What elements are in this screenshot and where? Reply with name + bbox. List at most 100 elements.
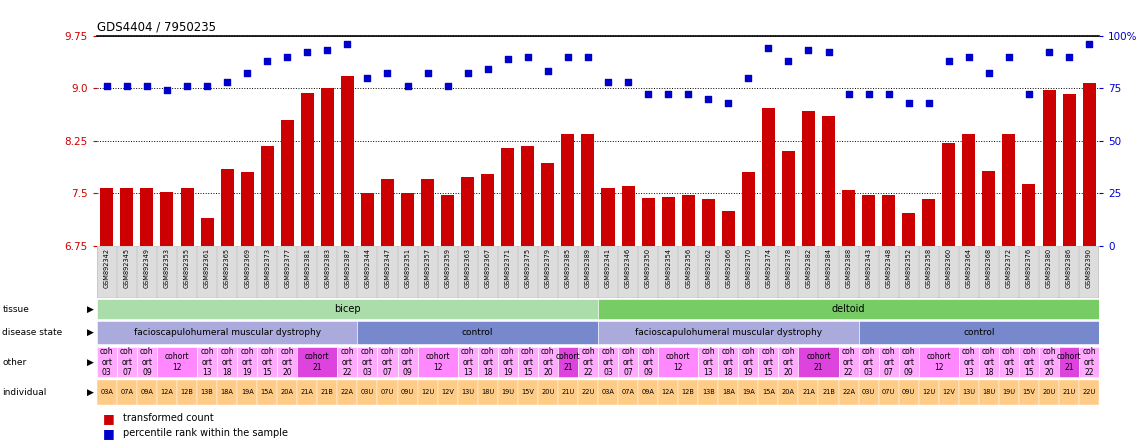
Text: 07U: 07U xyxy=(380,389,394,396)
Point xyxy=(659,91,678,98)
Point xyxy=(117,83,136,90)
Bar xyxy=(277,380,297,405)
Bar xyxy=(598,347,618,377)
Text: 09A: 09A xyxy=(641,389,655,396)
Point xyxy=(879,91,898,98)
Text: GSM892348: GSM892348 xyxy=(886,248,892,288)
Text: 21B: 21B xyxy=(822,389,835,396)
Point xyxy=(439,83,457,90)
Text: 19A: 19A xyxy=(240,389,254,396)
Text: GSM892364: GSM892364 xyxy=(966,248,972,288)
Bar xyxy=(117,380,137,405)
Text: GSM892378: GSM892378 xyxy=(786,248,792,288)
Bar xyxy=(157,347,197,377)
Bar xyxy=(598,321,859,345)
Text: coh
ort
15: coh ort 15 xyxy=(1022,347,1035,377)
Bar xyxy=(441,195,454,246)
Point xyxy=(198,83,216,90)
Text: cohort
21: cohort 21 xyxy=(806,353,830,372)
Text: 03U: 03U xyxy=(862,389,875,396)
Point xyxy=(158,87,177,94)
Bar xyxy=(257,347,277,377)
Bar xyxy=(978,380,999,405)
Point xyxy=(298,49,317,56)
Bar xyxy=(297,380,318,405)
Text: GSM892381: GSM892381 xyxy=(304,248,310,288)
Bar xyxy=(759,347,778,377)
Point xyxy=(378,70,396,77)
Text: cohort
12: cohort 12 xyxy=(666,353,690,372)
Text: coh
ort
13: coh ort 13 xyxy=(962,347,976,377)
Bar xyxy=(137,380,157,405)
Text: coh
ort
18: coh ort 18 xyxy=(982,347,995,377)
Text: individual: individual xyxy=(2,388,47,397)
Point xyxy=(579,53,597,60)
Bar xyxy=(1059,347,1079,377)
Bar xyxy=(518,347,538,377)
Text: 12A: 12A xyxy=(161,389,173,396)
Bar xyxy=(719,380,738,405)
Point xyxy=(819,49,837,56)
Bar xyxy=(778,347,798,377)
Bar xyxy=(157,380,177,405)
Bar xyxy=(418,380,437,405)
Text: GSM892369: GSM892369 xyxy=(244,248,251,288)
Bar xyxy=(658,347,698,377)
Bar xyxy=(641,198,655,246)
Point xyxy=(559,53,577,60)
Bar xyxy=(337,347,358,377)
Point xyxy=(1080,40,1098,48)
Bar xyxy=(361,194,374,246)
Text: 13U: 13U xyxy=(461,389,474,396)
Text: coh
ort
20: coh ort 20 xyxy=(541,347,555,377)
Text: percentile rank within the sample: percentile rank within the sample xyxy=(123,428,288,438)
Text: 21U: 21U xyxy=(1063,389,1075,396)
Bar xyxy=(538,380,558,405)
Bar xyxy=(638,380,658,405)
Text: 09U: 09U xyxy=(401,389,415,396)
Text: GSM892341: GSM892341 xyxy=(605,248,611,288)
Bar xyxy=(1002,134,1016,246)
Bar xyxy=(842,190,855,246)
Text: coh
ort
20: coh ort 20 xyxy=(781,347,795,377)
Text: 09U: 09U xyxy=(902,389,916,396)
Text: 21A: 21A xyxy=(802,389,814,396)
Point xyxy=(278,53,296,60)
Text: GSM892380: GSM892380 xyxy=(1046,248,1052,288)
Text: GSM892361: GSM892361 xyxy=(204,248,210,288)
Point xyxy=(1000,53,1018,60)
Text: 13B: 13B xyxy=(200,389,213,396)
Text: coh
ort
18: coh ort 18 xyxy=(721,347,735,377)
Text: GSM892387: GSM892387 xyxy=(344,248,351,288)
Bar xyxy=(942,143,956,246)
Bar xyxy=(121,188,133,246)
Text: GSM892344: GSM892344 xyxy=(364,248,370,288)
Text: GSM892357: GSM892357 xyxy=(425,248,431,288)
Bar xyxy=(1042,90,1056,246)
Point xyxy=(760,44,778,52)
Text: coh
ort
07: coh ort 07 xyxy=(621,347,634,377)
Bar xyxy=(1079,347,1099,377)
Text: transformed count: transformed count xyxy=(123,413,214,423)
Bar xyxy=(358,347,377,377)
Bar xyxy=(180,188,194,246)
Text: coh
ort
03: coh ort 03 xyxy=(601,347,615,377)
Bar xyxy=(321,88,334,246)
Text: disease state: disease state xyxy=(2,328,63,337)
Bar xyxy=(401,194,415,246)
Text: 20U: 20U xyxy=(1042,389,1056,396)
Point xyxy=(499,55,517,62)
Text: coh
ort
19: coh ort 19 xyxy=(741,347,755,377)
Text: coh
ort
03: coh ort 03 xyxy=(862,347,876,377)
Bar xyxy=(558,347,577,377)
Bar xyxy=(398,380,418,405)
Bar xyxy=(458,347,477,377)
Text: 22A: 22A xyxy=(842,389,855,396)
Text: 18U: 18U xyxy=(982,389,995,396)
Point xyxy=(639,91,657,98)
Text: GSM892376: GSM892376 xyxy=(1026,248,1032,288)
Text: cohort
21: cohort 21 xyxy=(1057,353,1081,372)
Text: GSM892358: GSM892358 xyxy=(926,248,932,288)
Bar xyxy=(919,347,959,377)
Bar xyxy=(437,380,458,405)
